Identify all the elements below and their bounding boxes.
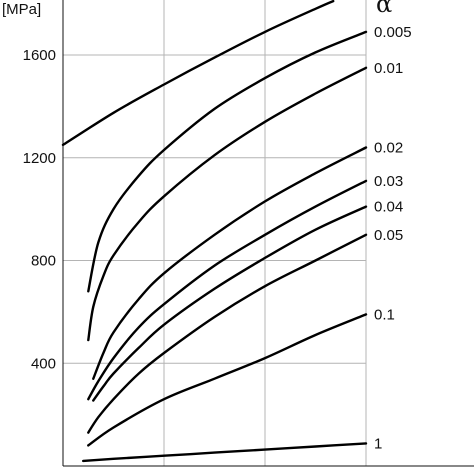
x-tick-label: 40 (257, 471, 274, 474)
series-line-alpha-1 (82, 442, 368, 463)
series-curves (61, 0, 368, 463)
series-line-alpha-0.1 (87, 313, 368, 447)
y-tick-label: 1200 (23, 150, 56, 167)
grid-lines (63, 0, 367, 466)
x-tick-label: 60 (358, 471, 375, 474)
series-label-alpha-1: 1 (374, 435, 382, 452)
series-label-alpha-0.04: 0.04 (374, 199, 403, 216)
y-tick-label: 800 (31, 253, 56, 270)
y-tick-label: 1600 (23, 47, 56, 64)
x-tick-label: 0 (59, 471, 67, 474)
series-label-alpha-0.03: 0.03 (374, 173, 403, 190)
series-labels: 0.005 0.01 0.02 0.03 0.04 0.05 0.1 1 (374, 24, 412, 453)
series-line-alpha-0.03 (87, 179, 368, 401)
series-line-top (61, 0, 335, 147)
tick-labels: 0 20 40 60 400 800 1200 1600 (23, 47, 375, 474)
series-label-alpha-0.1: 0.1 (374, 306, 395, 323)
series-line-alpha-0.005 (87, 30, 368, 293)
series-line-alpha-0.04 (92, 205, 368, 402)
alpha-symbol: α (376, 0, 392, 18)
series-label-alpha-0.05: 0.05 (374, 227, 403, 244)
y-unit-label: [MPa] (2, 1, 41, 18)
series-line-alpha-0.02 (92, 146, 368, 380)
series-label-alpha-0.01: 0.01 (374, 60, 403, 77)
series-label-alpha-0.005: 0.005 (374, 24, 412, 41)
series-line-alpha-0.01 (87, 66, 368, 342)
series-label-alpha-0.02: 0.02 (374, 139, 403, 156)
y-tick-label: 400 (31, 355, 56, 372)
axes (62, 0, 474, 467)
x-tick-label: 20 (156, 471, 173, 474)
series-line-alpha-0.05 (87, 233, 368, 434)
